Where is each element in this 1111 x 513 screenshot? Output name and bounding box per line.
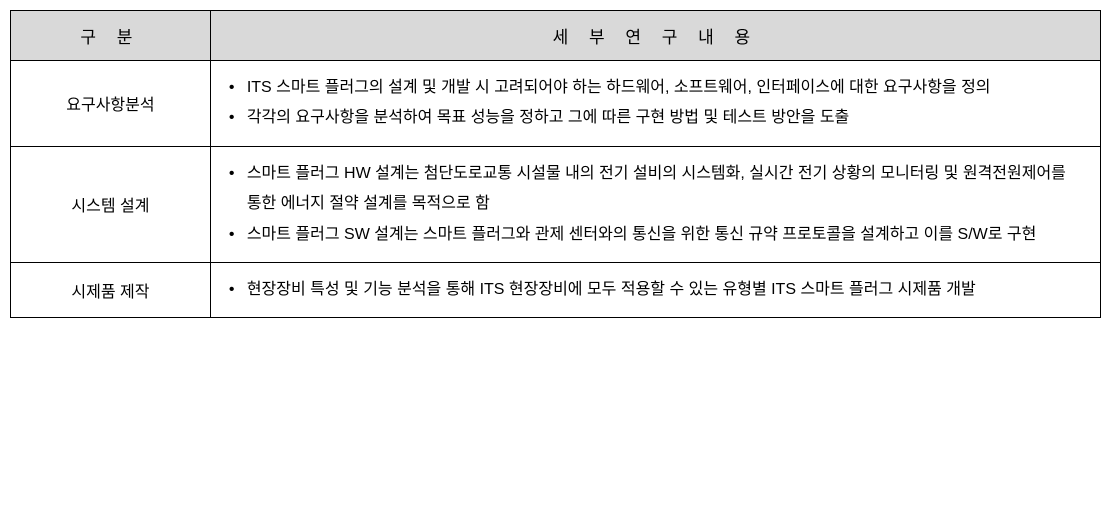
content-list: 현장장비 특성 및 기능 분석을 통해 ITS 현장장비에 모두 적용할 수 있… (227, 275, 1084, 305)
table-body: 요구사항분석 ITS 스마트 플러그의 설계 및 개발 시 고려되어야 하는 하드… (11, 61, 1101, 318)
research-table: 구 분 세 부 연 구 내 용 요구사항분석 ITS 스마트 플러그의 설계 및 … (10, 10, 1101, 318)
table-header-row: 구 분 세 부 연 구 내 용 (11, 11, 1101, 61)
header-category: 구 분 (11, 11, 211, 61)
content-cell: 스마트 플러그 HW 설계는 첨단도로교통 시설물 내의 전기 설비의 시스템화… (210, 146, 1100, 262)
category-cell: 시제품 제작 (11, 262, 211, 317)
table-row: 시스템 설계 스마트 플러그 HW 설계는 첨단도로교통 시설물 내의 전기 설비… (11, 146, 1101, 262)
content-cell: ITS 스마트 플러그의 설계 및 개발 시 고려되어야 하는 하드웨어, 소프… (210, 61, 1100, 147)
content-cell: 현장장비 특성 및 기능 분석을 통해 ITS 현장장비에 모두 적용할 수 있… (210, 262, 1100, 317)
content-list-item: 스마트 플러그 HW 설계는 첨단도로교통 시설물 내의 전기 설비의 시스템화… (227, 159, 1084, 220)
table-row: 요구사항분석 ITS 스마트 플러그의 설계 및 개발 시 고려되어야 하는 하드… (11, 61, 1101, 147)
header-content: 세 부 연 구 내 용 (210, 11, 1100, 61)
category-cell: 시스템 설계 (11, 146, 211, 262)
table-row: 시제품 제작 현장장비 특성 및 기능 분석을 통해 ITS 현장장비에 모두 적… (11, 262, 1101, 317)
content-list-item: 스마트 플러그 SW 설계는 스마트 플러그와 관제 센터와의 통신을 위한 통… (227, 220, 1084, 250)
category-cell: 요구사항분석 (11, 61, 211, 147)
content-list: ITS 스마트 플러그의 설계 및 개발 시 고려되어야 하는 하드웨어, 소프… (227, 73, 1084, 134)
content-list-item: 각각의 요구사항을 분석하여 목표 성능을 정하고 그에 따른 구현 방법 및 … (227, 103, 1084, 133)
content-list: 스마트 플러그 HW 설계는 첨단도로교통 시설물 내의 전기 설비의 시스템화… (227, 159, 1084, 250)
content-list-item: ITS 스마트 플러그의 설계 및 개발 시 고려되어야 하는 하드웨어, 소프… (227, 73, 1084, 103)
content-list-item: 현장장비 특성 및 기능 분석을 통해 ITS 현장장비에 모두 적용할 수 있… (227, 275, 1084, 305)
